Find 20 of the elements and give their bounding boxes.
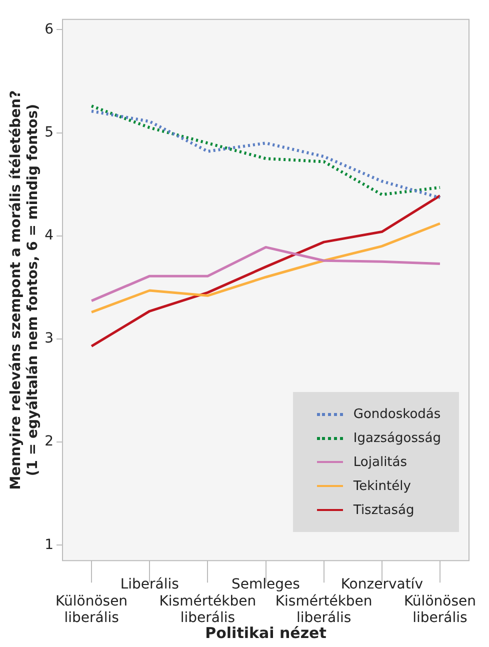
x-tick-label: Semleges [232, 576, 300, 593]
x-tick-label: Liberális [120, 576, 179, 593]
x-tick-label: Kismértékben liberális [275, 593, 372, 626]
y-axis-title: Mennyire releváns szempont a morális ítéletében? (1 = egyáltalán nem fontos, 6 = mindig fontos) [8, 90, 41, 490]
legend-label: Tisztaság [353, 502, 414, 518]
y-tick-label: 1 [44, 536, 54, 553]
legend-label: Gondoskodás [353, 406, 441, 422]
legend-label: Lojalitás [353, 454, 408, 470]
legend-label: Igazságosság [353, 430, 441, 446]
legend-label: Tekintély [353, 478, 411, 494]
y-tick-label: 5 [44, 124, 54, 140]
x-tick-label: Konzervatív [340, 576, 423, 593]
y-tick-label: 4 [44, 228, 54, 244]
y-tick-label: 2 [44, 434, 54, 450]
x-tick-label: Kismértékben liberális [159, 593, 256, 626]
x-axis-title: Politikai nézet [205, 624, 326, 642]
x-tick-label: Különösen liberális [404, 593, 476, 626]
x-tick-label: Különösen liberális [56, 593, 128, 626]
y-tick-label: 6 [44, 21, 54, 38]
y-tick-label: 3 [44, 330, 54, 347]
